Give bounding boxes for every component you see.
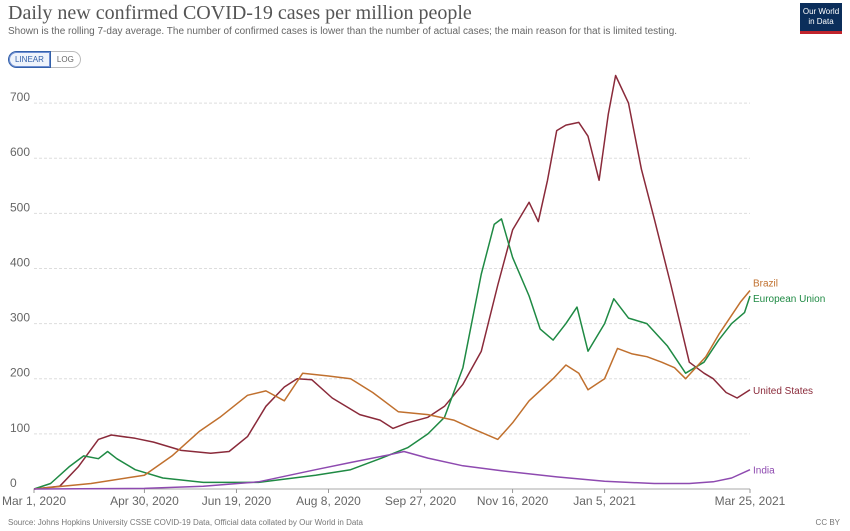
y-tick-label: 500	[10, 200, 30, 214]
x-tick-label: Nov 16, 2020	[477, 494, 549, 508]
y-axis-ticks: 0 100 200 300 400 500 600 700	[10, 90, 30, 490]
y-tick-label: 0	[10, 476, 17, 490]
y-tick-label: 300	[10, 311, 30, 325]
chart-subtitle: Shown is the rolling 7-day average. The …	[8, 26, 678, 37]
logo-line-2: in Data	[808, 17, 834, 26]
y-tick-label: 400	[10, 255, 30, 269]
series-label-brazil[interactable]: Brazil	[753, 279, 778, 290]
source-note: Source: Johns Hopkins University CSSE CO…	[8, 518, 363, 527]
x-tick-label: Jun 19, 2020	[202, 494, 272, 508]
x-tick-label: Aug 8, 2020	[296, 494, 361, 508]
series-label-european-union[interactable]: European Union	[753, 294, 825, 305]
owid-logo[interactable]: Our World in Data	[800, 3, 842, 34]
series-line-european-union[interactable]	[33, 218, 751, 490]
x-tick-label: Mar 1, 2020	[2, 494, 66, 508]
gridlines	[34, 102, 750, 490]
series-labels: United States European Union Brazil India	[753, 279, 825, 477]
log-scale-button[interactable]: LOG	[50, 51, 81, 68]
line-chart: 0 100 200 300 400 500 600 700 Mar 1, 2020 Apr 30…	[2, 74, 825, 508]
x-axis-ticks: Mar 1, 2020 Apr 30, 2020 Jun 19, 2020 Aug 8…	[2, 489, 786, 508]
x-tick-label: Jan 5, 2021	[573, 494, 636, 508]
series-line-brazil[interactable]	[33, 290, 751, 490]
x-tick-label: Sep 27, 2020	[385, 494, 457, 508]
series-lines	[33, 74, 751, 490]
scale-toggle: LINEAR LOG	[8, 51, 81, 68]
y-tick-label: 600	[10, 145, 30, 159]
linear-scale-button[interactable]: LINEAR	[8, 51, 51, 68]
y-tick-label: 700	[10, 90, 30, 104]
logo-line-1: Our World	[802, 7, 840, 16]
series-label-india[interactable]: India	[753, 466, 775, 477]
x-tick-label: Apr 30, 2020	[110, 494, 179, 508]
license-link[interactable]: CC BY	[815, 518, 840, 527]
y-tick-label: 100	[10, 421, 30, 435]
series-label-united-states[interactable]: United States	[753, 386, 813, 397]
chart-title: Daily new confirmed COVID-19 cases per m…	[8, 2, 472, 24]
y-tick-label: 200	[10, 366, 30, 380]
series-line-united-states[interactable]	[33, 74, 751, 490]
series-line-india[interactable]	[33, 450, 751, 490]
x-tick-label: Mar 25, 2021	[715, 494, 786, 508]
